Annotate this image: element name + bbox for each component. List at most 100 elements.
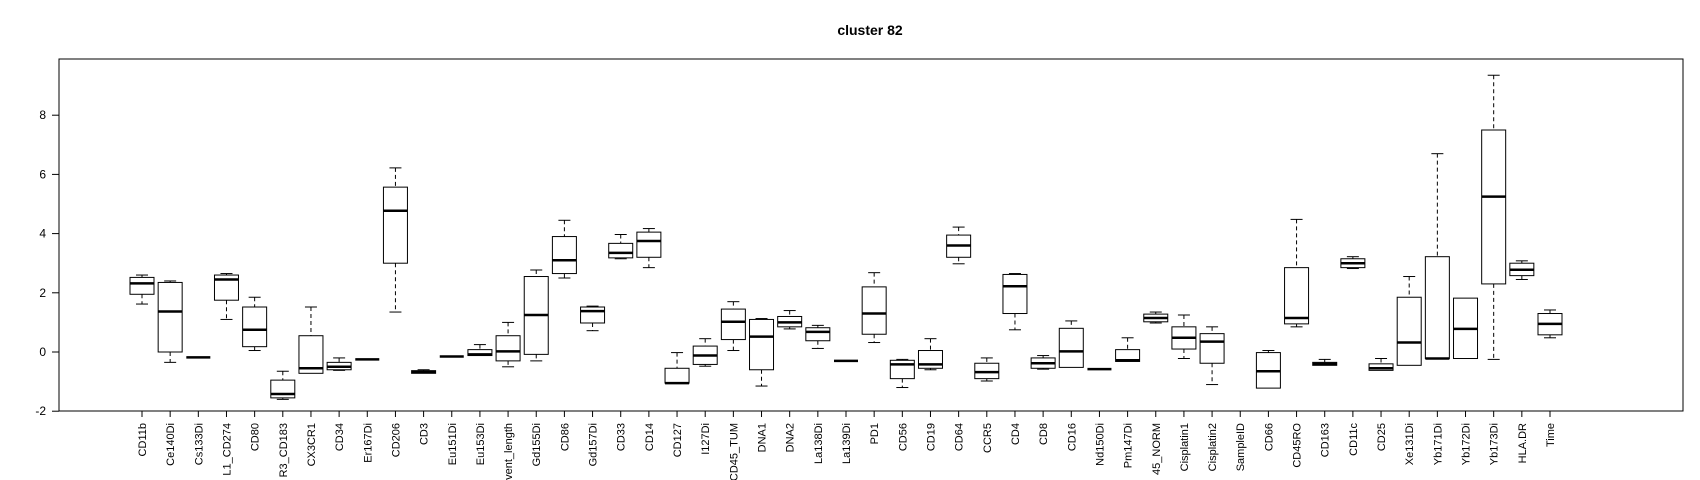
box-48 — [1481, 74, 1507, 360]
box-iqr — [1481, 129, 1507, 285]
x-tick-label: CCR5 — [982, 423, 994, 453]
box-49 — [1509, 260, 1535, 280]
box-iqr — [720, 308, 746, 341]
x-tick-label: Eu151Di — [447, 423, 459, 465]
x-tick-label: CD127 — [672, 423, 684, 457]
box-38 — [1199, 326, 1225, 386]
box-7 — [326, 357, 352, 371]
x-axis: CD11b Ce140Di Cs133Di L1_CD274 CD80 R3_CD183 C… — [137, 410, 1557, 480]
x-tick-label: CD11c — [1348, 423, 1360, 456]
box-47 — [1453, 297, 1479, 360]
x-tick-label: Gd157Di — [588, 423, 600, 466]
box-21 — [720, 301, 746, 352]
box-18 — [636, 228, 662, 269]
box-37 — [1171, 314, 1197, 360]
x-tick-label: L1_CD274 — [221, 423, 233, 476]
box-23 — [777, 310, 803, 330]
x-tick-label: CD8 — [1038, 423, 1050, 445]
box-29 — [946, 226, 972, 265]
box-6 — [298, 306, 324, 374]
x-tick-label: I127Di — [700, 423, 712, 455]
x-tick-label: Yb171Di — [1432, 423, 1444, 465]
box-9 — [382, 167, 408, 313]
box-35 — [1115, 337, 1141, 362]
y-tick-label: 6 — [39, 167, 46, 181]
box-20 — [692, 338, 718, 367]
x-tick-label: CD206 — [390, 423, 402, 457]
x-tick-label: CD66 — [1263, 423, 1275, 451]
box-iqr — [129, 276, 155, 295]
x-tick-label: Pm147Di — [1123, 423, 1135, 468]
x-tick-label: La138Di — [813, 423, 825, 464]
box-19 — [664, 352, 690, 385]
x-tick-label: Yb172Di — [1461, 423, 1473, 465]
y-tick-label: 8 — [39, 108, 46, 122]
box-12 — [467, 344, 493, 357]
x-tick-label: PD1 — [869, 423, 881, 444]
box-40 — [1255, 350, 1281, 389]
box-15 — [551, 219, 577, 279]
box-32 — [1030, 355, 1056, 370]
box-5 — [270, 370, 296, 400]
x-tick-label: CD19 — [925, 423, 937, 451]
x-tick-label: Time — [1545, 423, 1557, 447]
box-iqr — [1396, 296, 1422, 366]
x-tick-label: R3_CD183 — [278, 423, 290, 477]
y-tick-label: 0 — [39, 345, 46, 359]
x-tick-label: SampleID — [1235, 423, 1247, 471]
x-tick-label: CD3 — [419, 423, 431, 445]
box-13 — [495, 321, 521, 368]
box-iqr — [1424, 256, 1450, 360]
y-tick-label: -2 — [35, 404, 46, 418]
box-iqr — [1199, 333, 1225, 364]
x-tick-label: CD11b — [137, 423, 149, 456]
box-26 — [861, 272, 887, 344]
box-10 — [411, 369, 437, 374]
box-36 — [1143, 311, 1169, 324]
box-3 — [213, 273, 239, 320]
y-tick-label: 4 — [39, 227, 46, 241]
box-iqr — [495, 335, 521, 362]
box-iqr — [889, 359, 915, 380]
x-tick-label: CD86 — [559, 423, 571, 451]
box-iqr — [861, 286, 887, 335]
box-1 — [157, 280, 183, 363]
box-24 — [805, 324, 831, 349]
box-iqr — [551, 236, 577, 275]
x-tick-label: Gd155Di — [531, 423, 543, 466]
x-tick-label: La139Di — [841, 423, 853, 464]
box-iqr — [608, 242, 634, 259]
box-iqr — [157, 281, 183, 353]
x-tick-label: CD80 — [250, 423, 262, 451]
box-46 — [1424, 153, 1450, 360]
boxes — [129, 74, 1563, 400]
x-tick-label: DNA1 — [757, 423, 769, 452]
x-tick-label: Yb173Di — [1489, 423, 1501, 465]
y-tick-label: 2 — [39, 286, 46, 300]
x-tick-label: CD64 — [954, 423, 966, 451]
x-tick-label: CD14 — [644, 423, 656, 451]
box-33 — [1058, 320, 1084, 368]
x-tick-label: CD25 — [1376, 423, 1388, 451]
box-iqr — [242, 306, 268, 348]
x-tick-label: CD163 — [1320, 423, 1332, 457]
x-tick-label: 45_NORM — [1151, 423, 1163, 475]
x-tick-label: CD45RO — [1292, 423, 1304, 468]
box-iqr — [580, 306, 606, 324]
box-30 — [974, 357, 1000, 382]
x-tick-label: CD34 — [334, 423, 346, 451]
x-tick-label: CD45_TUM — [728, 423, 740, 480]
box-4 — [242, 296, 268, 352]
x-tick-label: DNA2 — [785, 423, 797, 452]
box-iqr — [382, 186, 408, 264]
x-tick-label: Ce140Di — [165, 423, 177, 466]
x-tick-label: CD33 — [616, 423, 628, 451]
box-iqr — [805, 327, 831, 342]
box-iqr — [636, 231, 662, 258]
x-tick-label: Xe131Di — [1404, 423, 1416, 465]
x-tick-label: Cisplatin1 — [1179, 423, 1191, 471]
box-iqr — [1284, 267, 1310, 325]
x-tick-label: CD56 — [897, 423, 909, 451]
box-50 — [1537, 309, 1563, 339]
